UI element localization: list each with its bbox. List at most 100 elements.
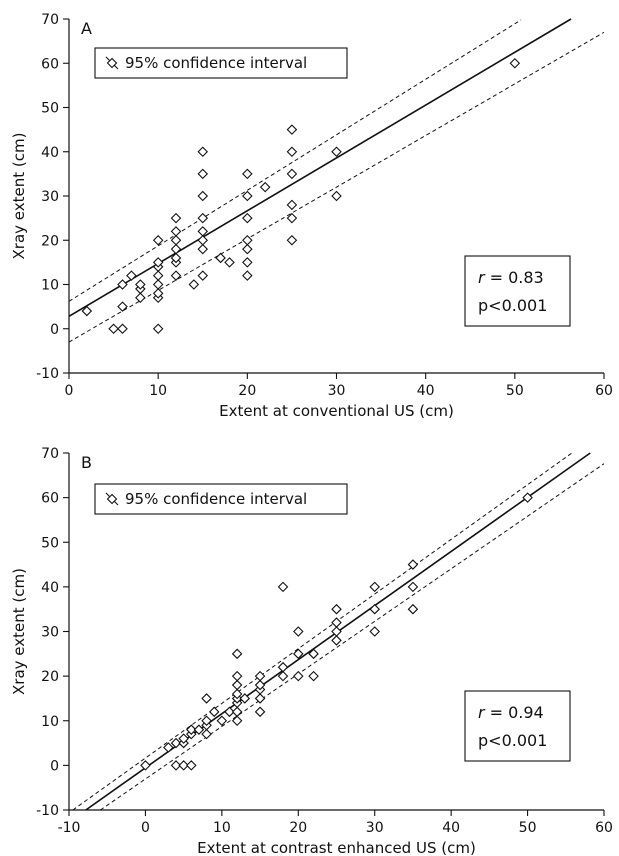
data-point — [286, 199, 298, 211]
legend-marker-icon — [106, 493, 118, 505]
panel-b: -10 0 10 20 30 40 50 60 70 -10 0 10 20 30 40 50 60 Extent… — [10, 446, 613, 856]
data-point — [242, 243, 253, 255]
data-point — [224, 706, 235, 718]
r-symbol: r — [478, 703, 486, 722]
regression-line — [69, 18, 572, 318]
data-point — [286, 146, 298, 158]
x-tick-label: 30 — [366, 820, 384, 836]
data-point — [170, 212, 182, 224]
x-tick-label: 50 — [519, 820, 537, 836]
data-point — [369, 626, 380, 637]
data-point — [197, 270, 209, 281]
ci-lower-line — [69, 31, 604, 343]
y-tick-label: 50 — [41, 101, 59, 117]
ci-lower-line — [100, 463, 604, 810]
data-point — [197, 212, 209, 224]
data-point — [178, 760, 189, 771]
data-point — [331, 635, 342, 646]
stats-box — [464, 255, 571, 327]
x-tick-label: 40 — [417, 383, 435, 399]
data-point — [286, 168, 298, 180]
data-point — [170, 737, 182, 749]
data-point — [135, 292, 146, 304]
x-tick-label: 60 — [595, 383, 613, 399]
data-point — [197, 190, 209, 202]
data-point — [224, 257, 235, 268]
data-point — [277, 661, 289, 673]
stats-annotation: r = 0.94 p<0.001 — [464, 690, 571, 762]
data-point — [254, 670, 266, 682]
x-tick-label: 10 — [149, 383, 167, 399]
y-tick-label: -10 — [36, 803, 59, 819]
data-point — [231, 688, 243, 700]
y-axis-title: Xray extent (cm) — [10, 568, 28, 695]
data-point — [170, 226, 182, 237]
data-point — [242, 190, 253, 202]
panel-a: -10 0 10 20 30 40 50 60 70 0 10 20 30 40 50 60 Extent at… — [10, 12, 613, 420]
data-point — [117, 301, 128, 312]
y-tick-label: 70 — [41, 446, 59, 462]
legend-label: 95% confidence interval — [125, 490, 307, 508]
x-tick-label: 10 — [213, 820, 231, 836]
y-axis-title: Xray extent (cm) — [10, 133, 28, 260]
data-point — [108, 323, 119, 335]
data-point — [239, 693, 251, 704]
x-tick-label: -10 — [58, 820, 81, 836]
data-point — [152, 234, 164, 246]
data-point — [152, 323, 164, 335]
data-point — [231, 715, 243, 727]
y-tick-label: 60 — [41, 491, 59, 507]
y-tick-label: 20 — [41, 669, 59, 685]
data-point — [286, 212, 298, 224]
data-point — [242, 257, 253, 268]
correlation-text: r = 0.94 — [478, 703, 544, 722]
data-point — [201, 728, 212, 740]
y-tick-label: 60 — [41, 56, 59, 72]
ci-upper-line — [72, 452, 573, 810]
data-point — [178, 733, 189, 744]
x-tick-label: 40 — [442, 820, 460, 836]
y-tick-label: 40 — [41, 580, 59, 596]
data-point — [231, 679, 243, 691]
data-point — [331, 146, 342, 158]
y-tick-label: 0 — [50, 322, 59, 338]
data-point — [242, 212, 253, 224]
data-point — [197, 243, 209, 255]
data-point — [293, 648, 304, 660]
data-point — [201, 715, 212, 727]
legend: 95% confidence interval — [94, 483, 348, 515]
data-point — [231, 648, 243, 660]
data-point — [152, 270, 164, 281]
data-point — [286, 124, 298, 135]
data-point — [522, 492, 533, 503]
y-tick-label: 30 — [41, 625, 59, 641]
data-point — [407, 581, 419, 593]
data-point — [331, 626, 342, 637]
panel-letter: B — [81, 453, 92, 472]
data-point — [293, 626, 304, 637]
y-tick-label: 40 — [41, 145, 59, 161]
data-point — [407, 603, 419, 615]
data-point — [254, 706, 266, 718]
data-point — [331, 617, 342, 628]
stats-annotation: r = 0.83 p<0.001 — [464, 255, 571, 327]
data-point — [242, 234, 253, 246]
data-point — [231, 706, 243, 718]
data-point — [140, 760, 151, 771]
y-tick-label: 0 — [50, 758, 59, 774]
y-tick-label: 30 — [41, 189, 59, 205]
ci-upper-line — [69, 19, 522, 302]
p-value-text: p<0.001 — [478, 296, 547, 315]
data-point — [308, 648, 319, 660]
x-tick-label: 60 — [595, 820, 613, 836]
correlation-text: r = 0.83 — [478, 268, 544, 287]
data-point — [509, 57, 521, 69]
x-tick-label: 0 — [65, 383, 74, 399]
x-tick-label: 20 — [289, 820, 307, 836]
x-tick-label: 30 — [328, 383, 346, 399]
y-tick-label: -10 — [36, 366, 59, 382]
data-point — [197, 226, 209, 237]
data-point — [170, 760, 182, 771]
data-point — [407, 559, 419, 570]
